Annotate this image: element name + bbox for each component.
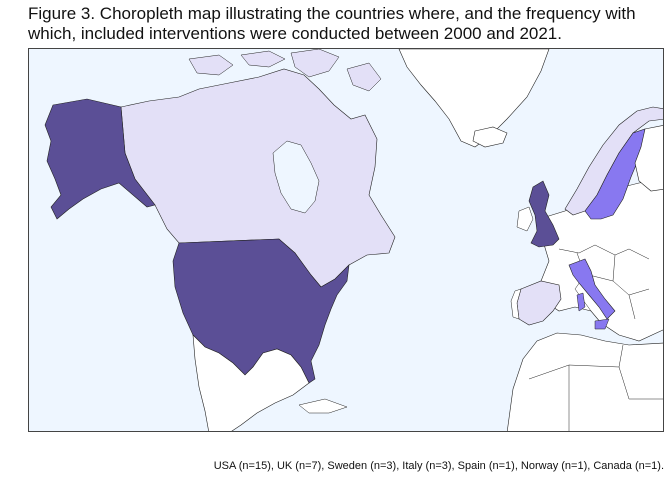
arctic-islands <box>188 49 382 92</box>
figure-title: Figure 3. Choropleth map illustrating th… <box>28 4 636 43</box>
caribbean-shape <box>298 398 348 414</box>
country-usa-alaska <box>44 98 156 220</box>
country-italy-islands <box>576 292 610 330</box>
greenland-shape <box>398 49 550 148</box>
iceland-shape <box>472 126 508 148</box>
hudson-bay <box>272 140 320 214</box>
north-africa-shape <box>506 332 663 431</box>
map-canvas <box>29 49 663 431</box>
portugal-shape <box>510 288 522 320</box>
country-uk <box>528 180 560 248</box>
africa-borders <box>528 344 663 431</box>
country-italy <box>568 258 616 320</box>
ireland-shape <box>516 206 534 232</box>
choropleth-map <box>28 48 664 432</box>
mexico-shape <box>192 334 310 431</box>
figure-caption: USA (n=15), UK (n=7), Sweden (n=3), Ital… <box>213 460 664 472</box>
finland-shape <box>634 125 663 192</box>
